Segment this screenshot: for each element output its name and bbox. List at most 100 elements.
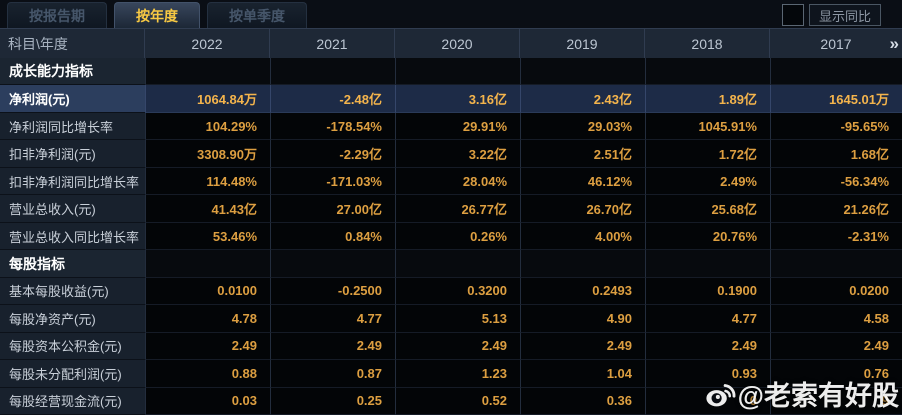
row-label: 营业总收入同比增长率 bbox=[0, 222, 145, 251]
cell-value: 0.88 bbox=[145, 360, 270, 388]
table-row[interactable]: 每股净资产(元) 4.78 4.77 5.13 4.90 4.77 4.58 bbox=[0, 305, 902, 333]
table-row[interactable]: 每股资本公积金(元) 2.49 2.49 2.49 2.49 2.49 2.49 bbox=[0, 332, 902, 361]
table-row[interactable]: 每股未分配利润(元) 0.88 0.87 1.23 1.04 0.93 0.76 bbox=[0, 360, 902, 388]
cell-value: 0 bbox=[645, 387, 770, 415]
cell-value bbox=[520, 58, 645, 86]
cell-value: -171.03% bbox=[270, 167, 395, 196]
year-header-label: 2017 bbox=[820, 35, 852, 52]
table-row[interactable]: 营业总收入(元) 41.43亿 27.00亿 26.77亿 26.70亿 25.68亿 21… bbox=[0, 195, 902, 223]
cell-value: 3.22亿 bbox=[395, 140, 520, 168]
cell-value: 20.76% bbox=[645, 222, 770, 251]
cell-value: 2.49 bbox=[395, 332, 520, 361]
row-label: 每股指标 bbox=[0, 250, 145, 278]
year-header-2019: 2019 bbox=[520, 29, 645, 58]
cell-value: 0.0200 bbox=[770, 277, 902, 306]
cell-value: 2.51亿 bbox=[520, 140, 645, 168]
cell-value: 29.91% bbox=[395, 112, 520, 141]
table-row[interactable]: 净利润同比增长率 104.29% -178.54% 29.91% 29.03% 1045.… bbox=[0, 112, 902, 141]
cell-value: -56.34% bbox=[770, 167, 902, 196]
cell-value: 2.49 bbox=[520, 332, 645, 361]
cell-value: 46.12% bbox=[520, 167, 645, 196]
period-tabbar: 按报告期 按年度 按单季度 显示同比 bbox=[0, 0, 902, 28]
cell-value: 4.00% bbox=[520, 222, 645, 251]
cell-value: 29.03% bbox=[520, 112, 645, 141]
cell-value bbox=[270, 58, 395, 86]
row-label: 每股资本公积金(元) bbox=[0, 332, 145, 361]
table-row[interactable]: 每股指标 bbox=[0, 250, 902, 278]
cell-value bbox=[645, 250, 770, 278]
cell-value: 1.04 bbox=[520, 360, 645, 388]
cell-value: 1.68亿 bbox=[770, 140, 902, 168]
row-label: 每股未分配利润(元) bbox=[0, 360, 145, 388]
cell-value bbox=[395, 250, 520, 278]
cell-value: 0.0100 bbox=[145, 277, 270, 306]
tab-by-quarter[interactable]: 按单季度 bbox=[207, 2, 307, 28]
cell-value: -2.31% bbox=[770, 222, 902, 251]
cell-value: 2.49 bbox=[770, 332, 902, 361]
row-label: 扣非净利润同比增长率 bbox=[0, 167, 145, 196]
row-label: 扣非净利润(元) bbox=[0, 140, 145, 168]
cell-value: 26.77亿 bbox=[395, 195, 520, 223]
cell-value: 0.26% bbox=[395, 222, 520, 251]
year-header-2021: 2021 bbox=[270, 29, 395, 58]
cell-value: 28.04% bbox=[395, 167, 520, 196]
cell-value: 4.90 bbox=[520, 305, 645, 333]
cell-value: 0.87 bbox=[270, 360, 395, 388]
table-row[interactable]: 每股经营现金流(元) 0.03 0.25 0.52 0.36 0 9 bbox=[0, 387, 902, 415]
cell-value bbox=[520, 250, 645, 278]
row-label: 每股经营现金流(元) bbox=[0, 387, 145, 415]
cell-value: 2.49 bbox=[270, 332, 395, 361]
cell-value: 27.00亿 bbox=[270, 195, 395, 223]
cell-value: 41.43亿 bbox=[145, 195, 270, 223]
table-row[interactable]: 营业总收入同比增长率 53.46% 0.84% 0.26% 4.00% 20.76% -2.… bbox=[0, 222, 902, 251]
tab-by-year[interactable]: 按年度 bbox=[114, 2, 200, 28]
cell-value bbox=[145, 58, 270, 86]
cell-value: 1045.91% bbox=[645, 112, 770, 141]
cell-value: -2.29亿 bbox=[270, 140, 395, 168]
cell-value: 25.68亿 bbox=[645, 195, 770, 223]
cell-value bbox=[645, 58, 770, 86]
cell-value: 0.76 bbox=[770, 360, 902, 388]
cell-value: 0.84% bbox=[270, 222, 395, 251]
more-years-icon[interactable]: » bbox=[889, 33, 900, 53]
cell-value: 0.36 bbox=[520, 387, 645, 415]
table-row[interactable]: 扣非净利润同比增长率 114.48% -171.03% 28.04% 46.12% 2.4… bbox=[0, 167, 902, 196]
show-yoy-button[interactable]: 显示同比 bbox=[808, 4, 881, 26]
cell-value: 114.48% bbox=[145, 167, 270, 196]
table-row[interactable]: 净利润(元) 1064.84万 -2.48亿 3.16亿 2.43亿 1.89亿 1645.… bbox=[0, 85, 902, 113]
cell-value: 1.89亿 bbox=[645, 85, 770, 113]
cell-value: 3308.90万 bbox=[145, 140, 270, 168]
cell-value: 4.78 bbox=[145, 305, 270, 333]
cell-value: 5.13 bbox=[395, 305, 520, 333]
cell-value: 2.49 bbox=[145, 332, 270, 361]
cell-value: 0.3200 bbox=[395, 277, 520, 306]
year-header-2022: 2022 bbox=[145, 29, 270, 58]
cell-value bbox=[395, 58, 520, 86]
corner-header: 科目\年度 bbox=[0, 29, 145, 58]
cell-value: 0.25 bbox=[270, 387, 395, 415]
table-header-row: 科目\年度 2022 2021 2020 2019 2018 2017 » bbox=[0, 28, 902, 58]
cell-value: 1064.84万 bbox=[145, 85, 270, 113]
table-row[interactable]: 基本每股收益(元) 0.0100 -0.2500 0.3200 0.2493 0.1900… bbox=[0, 277, 902, 306]
cell-value bbox=[145, 250, 270, 278]
cell-value bbox=[770, 58, 902, 86]
cell-value: 26.70亿 bbox=[520, 195, 645, 223]
cell-value: -178.54% bbox=[270, 112, 395, 141]
cell-value: 4.77 bbox=[270, 305, 395, 333]
cell-value: 0.52 bbox=[395, 387, 520, 415]
cell-value: 1.72亿 bbox=[645, 140, 770, 168]
cell-value: -2.48亿 bbox=[270, 85, 395, 113]
cell-value bbox=[270, 250, 395, 278]
table-row[interactable]: 成长能力指标 bbox=[0, 58, 902, 86]
cell-value: -0.2500 bbox=[270, 277, 395, 306]
cell-value: 0.1900 bbox=[645, 277, 770, 306]
show-yoy-checkbox[interactable] bbox=[781, 4, 804, 26]
cell-value: 0.93 bbox=[645, 360, 770, 388]
table-row[interactable]: 扣非净利润(元) 3308.90万 -2.29亿 3.22亿 2.51亿 1.72亿 1.6… bbox=[0, 140, 902, 168]
cell-value: 21.26亿 bbox=[770, 195, 902, 223]
cell-value: 4.58 bbox=[770, 305, 902, 333]
cell-value bbox=[770, 250, 902, 278]
row-label: 净利润(元) bbox=[0, 85, 145, 113]
tab-by-report-period[interactable]: 按报告期 bbox=[7, 2, 107, 28]
